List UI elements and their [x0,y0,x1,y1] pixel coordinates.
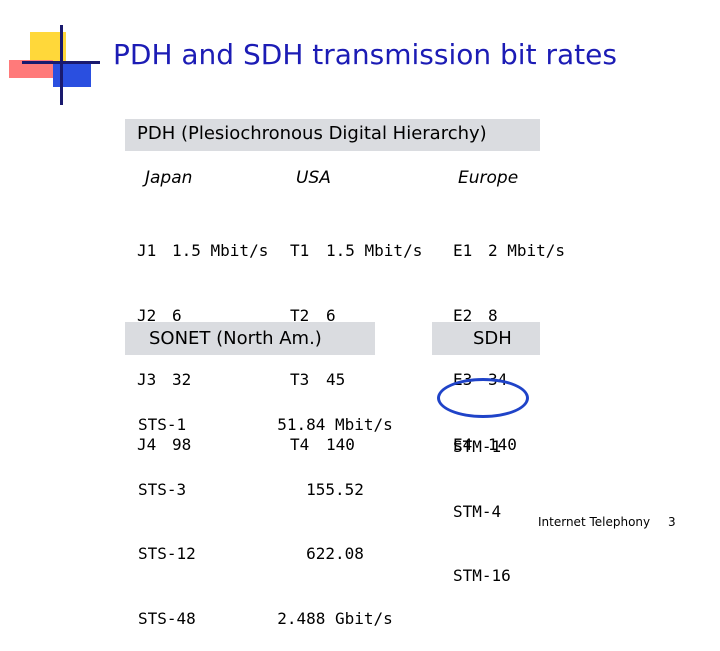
japan-code: J3 [137,370,157,389]
sonet-sdh-band [125,322,540,355]
usa-rate: 140 [326,434,355,454]
sonet-level: STS-48 [138,608,196,628]
europe-rate: 8 [488,305,498,325]
sdh-level: STM-4 [453,501,502,521]
japan-rates: 1.5 Mbit/s 6 32 98 [172,197,268,477]
japan-code: J2 [137,305,157,325]
sonet-levels: STS-1 STS-3 STS-12 STS-48 [138,371,196,651]
sonet-rate: 51.84 Mbit/s [277,415,393,434]
sdh-levels: STM-1 STM-4 STM-16 [453,393,511,608]
japan-code: J4 [137,434,157,454]
sonet-rates: 51.84 Mbit/s 155.52 622.08 2.488 Gbit/s [268,371,402,651]
europe-heading: Europe [458,168,519,188]
japan-rate: 1.5 Mbit/s [172,241,269,260]
europe-code: E4 [453,434,473,454]
pdh-heading: PDH (Plesiochronous Digital Hierarchy) [137,123,487,144]
stm1-highlight-circle [437,378,529,418]
europe-code: E2 [453,305,473,325]
sonet-rate: 155.52 [306,479,364,499]
sonet-level: STS-1 [138,415,187,434]
sdh-level: STM-16 [453,566,511,585]
sonet-level: STS-12 [138,544,196,563]
slide-title: PDH and SDH transmission bit rates [113,38,617,71]
sdh-heading: SDH [473,328,512,349]
usa-rates: 1.5 Mbit/s 6 45 140 [326,197,422,477]
japan-code: J1 [137,241,157,260]
usa-rate: 6 [326,305,336,325]
usa-code: T1 [290,241,310,260]
japan-codes: J1 J2 J3 J4 [137,197,156,477]
usa-code: T4 [290,434,310,454]
europe-rate: 140 [488,434,517,454]
logo-horizontal-line [22,61,100,64]
japan-rate: 6 [172,305,182,325]
usa-code: T2 [290,305,310,325]
band-gap [375,322,432,355]
japan-rate: 32 [172,370,192,389]
footer-label: Internet Telephony [538,515,651,529]
usa-heading: USA [296,168,331,188]
logo-square-red [9,60,53,78]
page-number: 3 [668,515,676,529]
sonet-level: STS-3 [138,479,187,499]
japan-rate: 98 [172,434,192,454]
sonet-rate: 622.08 [306,544,364,563]
logo-square-blue [53,63,91,87]
usa-rate: 1.5 Mbit/s [326,241,423,260]
usa-code: T3 [290,370,310,389]
usa-rate: 45 [326,370,346,389]
pdh-heading-band [125,119,540,151]
europe-code: E1 [453,241,473,260]
europe-rate: 2 Mbit/s [488,241,566,260]
sonet-heading: SONET (North Am.) [149,328,322,349]
sdh-level: STM-1 [453,437,502,456]
usa-codes: T1 T2 T3 T4 [290,197,309,477]
japan-heading: Japan [145,168,193,188]
sonet-rate: 2.488 Gbit/s [277,608,393,628]
logo-vertical-line [60,25,63,105]
